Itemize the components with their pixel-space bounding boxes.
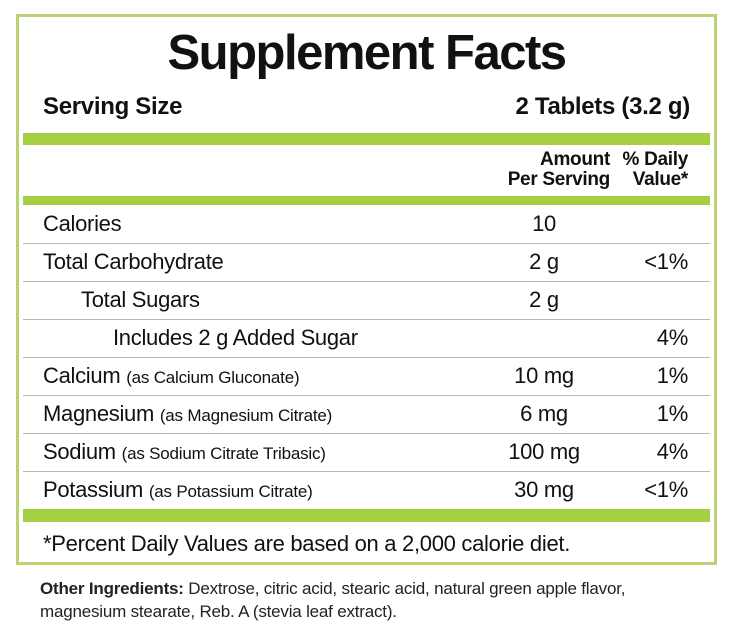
accent-bar-bottom [23,508,710,522]
nutrient-name: Calories [43,210,122,236]
table-row: Includes 2 g Added Sugar 4% [23,318,710,357]
other-ingredients-label: Other Ingredients: [40,579,184,598]
nutrient-daily-value: 4% [656,439,689,465]
dv-header-line1: % Daily [622,148,689,170]
nutrient-amount: 10 [532,210,556,236]
supplement-facts-panel: Supplement Facts Serving Size 2 Tablets … [16,14,717,565]
nutrient-name: Sodium [43,439,116,465]
other-ingredients-section: Other Ingredients: Dextrose, citric acid… [40,577,655,624]
nutrient-amount: 6 mg [520,401,568,427]
nutrient-label: Calcium (as Calcium Gluconate) [43,363,478,389]
nutrient-amount: 100 mg [508,439,580,465]
amount-header-line1: Amount [540,148,610,170]
nutrient-name: Total Carbohydrate [43,249,224,275]
nutrient-name: Total Sugars [81,287,200,313]
nutrient-source-note: (as Potassium Citrate) [148,482,313,502]
nutrient-daily-value: 4% [656,325,689,351]
serving-size-row: Serving Size 2 Tablets (3.2 g) [23,93,710,121]
daily-value-header: % Daily Value* [610,148,689,191]
daily-value-footnote: *Percent Daily Values are based on a 2,0… [43,530,571,556]
nutrient-source-note: (as Sodium Citrate Tribasic) [121,444,326,464]
nutrient-amount: 30 mg [514,477,574,503]
nutrient-daily-value: 1% [656,401,689,427]
amount-header-line2: Per Serving [507,169,611,191]
nutrient-source-note: (as Calcium Gluconate) [126,368,300,388]
nutrient-label: Total Carbohydrate [43,249,478,275]
nutrient-label: Potassium (as Potassium Citrate) [43,477,478,503]
other-ingredients-text: Dextrose, citric acid, stearic acid, nat… [40,579,626,622]
nutrient-label: Calories [43,211,478,237]
nutrient-name: Includes 2 g Added Sugar [113,325,358,351]
table-row: Sodium (as Sodium Citrate Tribasic) 100 … [23,432,710,471]
nutrient-label: Total Sugars [43,287,478,313]
table-row: Magnesium (as Magnesium Citrate) 6 mg 1% [23,394,710,433]
nutrient-source-note: (as Magnesium Citrate) [159,406,333,426]
table-row: Calories 10 [23,205,710,243]
table-row: Total Sugars 2 g [23,280,710,319]
nutrient-label: Includes 2 g Added Sugar [43,325,478,351]
dv-header-line2: Value* [632,169,689,191]
amount-per-serving-header: Amount Per Serving [478,148,611,191]
nutrient-amount: 2 g [529,249,559,275]
panel-title: Supplement Facts [167,26,567,80]
nutrient-table: Calories 10 Total Carbohydrate 2 g <1% T… [23,205,710,509]
accent-bar-top [23,132,710,145]
table-row: Potassium (as Potassium Citrate) 30 mg <… [23,470,710,509]
nutrient-daily-value: <1% [644,477,688,503]
table-row: Calcium (as Calcium Gluconate) 10 mg 1% [23,356,710,395]
nutrient-name: Potassium [43,477,144,503]
nutrient-name: Magnesium [43,401,155,427]
nutrient-daily-value: 1% [656,363,689,389]
nutrient-label: Magnesium (as Magnesium Citrate) [43,401,478,427]
nutrient-amount: 2 g [529,287,559,313]
nutrient-name: Calcium [43,363,121,389]
column-header-row: Amount Per Serving % Daily Value* [23,145,710,196]
serving-size-label: Serving Size [43,92,183,120]
nutrient-daily-value: <1% [644,249,688,275]
nutrient-label: Sodium (as Sodium Citrate Tribasic) [43,439,478,465]
serving-size-value: 2 Tablets (3.2 g) [515,92,690,120]
table-row: Total Carbohydrate 2 g <1% [23,242,710,281]
accent-bar-middle [23,195,710,205]
nutrient-amount: 10 mg [514,363,574,389]
